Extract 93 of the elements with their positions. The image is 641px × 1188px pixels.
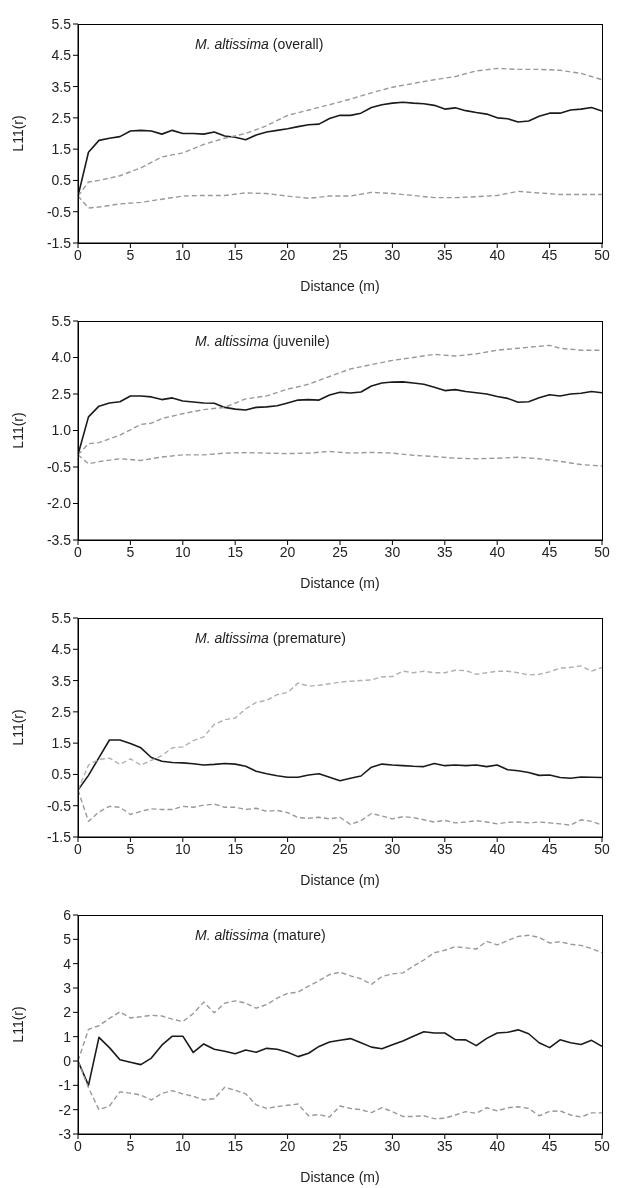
x-tick-label: 15 bbox=[227, 1137, 244, 1154]
x-tick-label: 10 bbox=[175, 1137, 191, 1154]
line-series bbox=[78, 789, 602, 826]
y-tick-label: 2 bbox=[63, 1004, 72, 1021]
text: M. altissima (premature) bbox=[195, 630, 346, 646]
x-tick-label: 0 bbox=[74, 543, 83, 560]
y-tick-label: 6 bbox=[63, 906, 72, 923]
x-tick-label: 45 bbox=[541, 246, 558, 263]
x-tick-label: 5 bbox=[126, 1137, 135, 1154]
x-tick-label: 30 bbox=[384, 1137, 401, 1154]
x-tick-label: 20 bbox=[279, 1137, 296, 1154]
y-tick-label: -0.5 bbox=[46, 458, 72, 475]
x-tick-label: 25 bbox=[332, 543, 348, 560]
x-axis-title: Distance (m) bbox=[300, 872, 380, 888]
y-tick-label: 0 bbox=[63, 1052, 72, 1069]
x-tick-label: 25 bbox=[332, 840, 348, 857]
y-tick-label: -1.5 bbox=[46, 234, 72, 251]
x-tick-label: 20 bbox=[279, 246, 296, 263]
x-tick-label: 40 bbox=[489, 543, 506, 560]
x-tick-label: 35 bbox=[437, 840, 453, 857]
y-tick-label: 4 bbox=[63, 955, 72, 972]
text: M. altissima (juvenile) bbox=[195, 333, 330, 349]
x-axis-title: Distance (m) bbox=[300, 1169, 380, 1185]
x-tick-label: 45 bbox=[541, 1137, 558, 1154]
x-tick-label: 0 bbox=[74, 840, 83, 857]
y-tick-label: 2.5 bbox=[51, 385, 72, 402]
x-tick-label: 35 bbox=[437, 246, 453, 263]
x-tick-label: 20 bbox=[279, 840, 296, 857]
x-tick-label: 50 bbox=[594, 840, 610, 857]
x-tick-label: 5 bbox=[126, 840, 135, 857]
y-tick-label: 0.5 bbox=[51, 172, 72, 189]
y-tick-label: -1 bbox=[58, 1077, 72, 1094]
x-tick-label: 10 bbox=[175, 543, 191, 560]
y-tick-label: 3.5 bbox=[51, 672, 72, 689]
x-tick-label: 15 bbox=[227, 543, 244, 560]
x-tick-label: 30 bbox=[384, 543, 401, 560]
y-tick-label: 4.0 bbox=[51, 349, 72, 366]
y-tick-label: 2.5 bbox=[51, 703, 72, 720]
y-tick-label: 5.5 bbox=[51, 312, 72, 329]
y-tick-label: 4.5 bbox=[51, 47, 72, 64]
x-tick-label: 30 bbox=[384, 840, 401, 857]
y-tick-label: 3 bbox=[63, 979, 72, 996]
x-tick-label: 40 bbox=[489, 840, 506, 857]
line-series bbox=[78, 1029, 602, 1087]
text: M. altissima (mature) bbox=[195, 927, 326, 943]
x-tick-label: 50 bbox=[594, 1137, 610, 1154]
y-tick-label: 1.5 bbox=[51, 735, 72, 752]
y-tick-label: 2.5 bbox=[51, 109, 72, 126]
y-axis-title: L11(r) bbox=[9, 115, 26, 152]
x-tick-label: 35 bbox=[437, 543, 453, 560]
y-tick-label: 5 bbox=[63, 931, 72, 948]
y-tick-label: 5.5 bbox=[51, 15, 72, 32]
y-tick-label: 5.5 bbox=[51, 609, 72, 626]
y-axis-title: L11(r) bbox=[9, 1006, 26, 1043]
x-tick-label: 0 bbox=[74, 1137, 83, 1154]
line-series bbox=[78, 665, 602, 791]
x-tick-label: 50 bbox=[594, 246, 610, 263]
x-tick-label: 50 bbox=[594, 543, 610, 560]
x-axis-title: Distance (m) bbox=[300, 575, 380, 591]
x-tick-label: 0 bbox=[74, 246, 83, 263]
y-tick-label: 1 bbox=[63, 1028, 72, 1045]
x-axis-title: Distance (m) bbox=[300, 278, 380, 294]
y-tick-label: 0.5 bbox=[51, 766, 72, 783]
y-tick-label: 3.5 bbox=[51, 78, 72, 95]
x-tick-label: 15 bbox=[227, 246, 244, 263]
x-tick-label: 40 bbox=[489, 1137, 506, 1154]
x-tick-label: 25 bbox=[332, 246, 348, 263]
x-tick-label: 30 bbox=[384, 246, 401, 263]
y-axis-title: L11(r) bbox=[9, 412, 26, 449]
y-tick-label: 1.0 bbox=[51, 422, 72, 439]
y-axis-title: L11(r) bbox=[9, 709, 26, 746]
x-tick-label: 5 bbox=[126, 246, 135, 263]
x-tick-label: 35 bbox=[437, 1137, 453, 1154]
y-tick-label: -2.0 bbox=[46, 495, 72, 512]
x-tick-label: 15 bbox=[227, 840, 244, 857]
x-tick-label: 10 bbox=[175, 246, 191, 263]
y-tick-label: -0.5 bbox=[46, 203, 72, 220]
x-tick-label: 40 bbox=[489, 246, 506, 263]
x-tick-label: 45 bbox=[541, 543, 558, 560]
text: M. altissima (overall) bbox=[195, 36, 324, 52]
x-tick-label: 5 bbox=[126, 543, 135, 560]
y-tick-label: 4.5 bbox=[51, 641, 72, 658]
y-tick-label: -3 bbox=[58, 1125, 72, 1142]
x-tick-label: 10 bbox=[175, 840, 191, 857]
y-tick-label: -1.5 bbox=[46, 828, 72, 845]
y-tick-label: -0.5 bbox=[46, 797, 72, 814]
y-tick-label: 1.5 bbox=[51, 141, 72, 158]
y-tick-label: -2 bbox=[58, 1101, 72, 1118]
x-tick-label: 25 bbox=[332, 1137, 348, 1154]
y-tick-label: -3.5 bbox=[46, 531, 72, 548]
x-tick-label: 20 bbox=[279, 543, 296, 560]
line-series bbox=[78, 739, 602, 791]
x-tick-label: 45 bbox=[541, 840, 558, 857]
